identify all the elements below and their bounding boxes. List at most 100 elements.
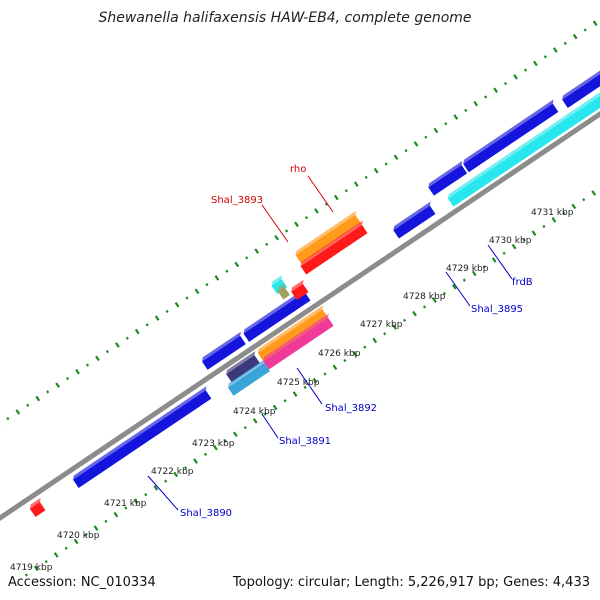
feature-label[interactable]: frdB	[512, 277, 533, 288]
scale-label: 4730 kbp	[489, 236, 532, 246]
tick-mark	[533, 60, 538, 67]
tick-mark	[332, 364, 338, 371]
scale-label: 4722 kbp	[151, 467, 194, 477]
feature-shal3891[interactable]	[227, 358, 271, 396]
feature-cyan-right[interactable]	[572, 77, 600, 123]
feature-blue-right[interactable]	[562, 62, 600, 108]
feature-shal3893-olive[interactable]	[277, 282, 290, 300]
tick-mark	[33, 565, 39, 572]
feature-blue-e[interactable]	[463, 99, 559, 173]
tick-rows	[0, 20, 598, 577]
feature-blue-a-bevel	[202, 331, 241, 362]
tick-mark	[424, 135, 428, 139]
feature-label[interactable]: Shal_3892	[325, 403, 377, 414]
tick-mark	[343, 358, 347, 363]
backbone	[0, 110, 600, 522]
feature-shal3892-pink[interactable]	[263, 313, 334, 370]
scale-label: 4728 kbp	[403, 292, 446, 302]
feature-labels: rho Shal_3893 Shal_3890 Shal_3891 Shal_3892 S…	[147, 164, 533, 519]
tick-mark	[205, 283, 209, 287]
feature-navy-small[interactable]	[226, 350, 261, 383]
tick-mark	[513, 74, 518, 80]
tick-mark	[324, 202, 328, 206]
feature-shal3892-orange[interactable]	[257, 305, 329, 362]
feature-red-mid-body	[291, 283, 309, 301]
tick-mark	[15, 409, 21, 415]
tick-mark	[64, 546, 68, 550]
scale-label: 4724 kbp	[233, 407, 276, 417]
feature-shal3890-body	[73, 390, 212, 488]
feature-frdB-bevel	[447, 110, 574, 199]
tick-mark	[552, 47, 558, 53]
feature-navy-small-body	[226, 355, 261, 383]
feature-blue-b[interactable]	[243, 288, 311, 342]
tick-mark	[185, 296, 189, 300]
tick-row-lower	[24, 190, 597, 577]
feature-shal3892-pink-bevel	[263, 313, 329, 362]
tick-mark	[314, 208, 319, 214]
tick-mark	[284, 229, 289, 233]
tick-mark	[214, 275, 220, 281]
feature-label[interactable]: Shal_3893	[211, 195, 263, 206]
tick-mark	[184, 466, 188, 470]
tick-mark	[503, 81, 508, 86]
tick-mark	[223, 439, 227, 443]
tick-mark	[422, 305, 427, 309]
tick-mark	[323, 372, 327, 376]
tick-mark	[373, 167, 379, 174]
feature-blue-d-bevel	[428, 160, 463, 188]
tick-mark	[353, 181, 359, 187]
tick-mark	[84, 533, 88, 537]
feature-red-left[interactable]	[29, 497, 46, 518]
tick-mark	[174, 301, 180, 308]
feature-shal3890[interactable]	[73, 386, 212, 488]
feature-blue-c[interactable]	[393, 201, 436, 239]
feature-label[interactable]: Shal_3895	[471, 304, 523, 315]
tick-mark	[234, 261, 240, 268]
tick-mark	[252, 418, 258, 424]
tick-mark	[194, 288, 200, 295]
feature-rho-body	[295, 214, 361, 264]
tick-mark	[583, 28, 587, 32]
feature-blue-right-body	[562, 74, 600, 108]
feature-blue-d[interactable]	[428, 160, 468, 196]
tick-mark	[562, 211, 566, 215]
feature-shal3893-cyan[interactable]	[271, 274, 288, 295]
feature-blue-c-body	[393, 205, 436, 239]
scale-label: 4727 kbp	[360, 320, 403, 330]
tick-row-upper	[0, 20, 598, 428]
scale-label: 4731 kbp	[531, 208, 574, 218]
tick-mark	[55, 382, 60, 388]
feature-shal3892-orange-body	[257, 309, 329, 362]
feature-label[interactable]: rho	[290, 164, 306, 175]
feature-shal3892-orange-bevel	[257, 305, 324, 353]
feature-navy-small-bevel	[226, 350, 256, 375]
tick-mark	[442, 291, 446, 296]
tick-mark	[591, 190, 597, 196]
scale-label: 4723 kbp	[192, 439, 235, 449]
tick-mark	[263, 412, 267, 416]
feature-blue-d-body	[428, 165, 468, 196]
feature-blue-right-bevel	[562, 70, 600, 100]
feature-red-mid[interactable]	[291, 279, 309, 301]
tick-mark	[73, 538, 79, 545]
feature-blue-e-body	[463, 103, 559, 173]
feature-rho[interactable]	[295, 210, 361, 264]
feature-frdB[interactable]	[447, 110, 578, 207]
tick-mark	[402, 318, 407, 322]
feature-label[interactable]: Shal_3890	[180, 508, 232, 519]
tick-mark	[392, 324, 397, 330]
feature-red-mid-bevel	[291, 279, 304, 292]
tick-mark	[134, 328, 140, 335]
tick-mark	[164, 479, 168, 483]
label-leader-line	[296, 367, 323, 405]
tick-mark	[471, 270, 477, 277]
label-leader-line	[261, 413, 279, 439]
label-leader-line	[445, 271, 471, 307]
feature-red-rho-adj[interactable]	[300, 220, 368, 275]
feature-blue-a[interactable]	[202, 331, 246, 370]
feature-label[interactable]: Shal_3891	[279, 436, 331, 447]
label-leader-line	[307, 175, 334, 213]
tick-mark	[522, 238, 526, 242]
